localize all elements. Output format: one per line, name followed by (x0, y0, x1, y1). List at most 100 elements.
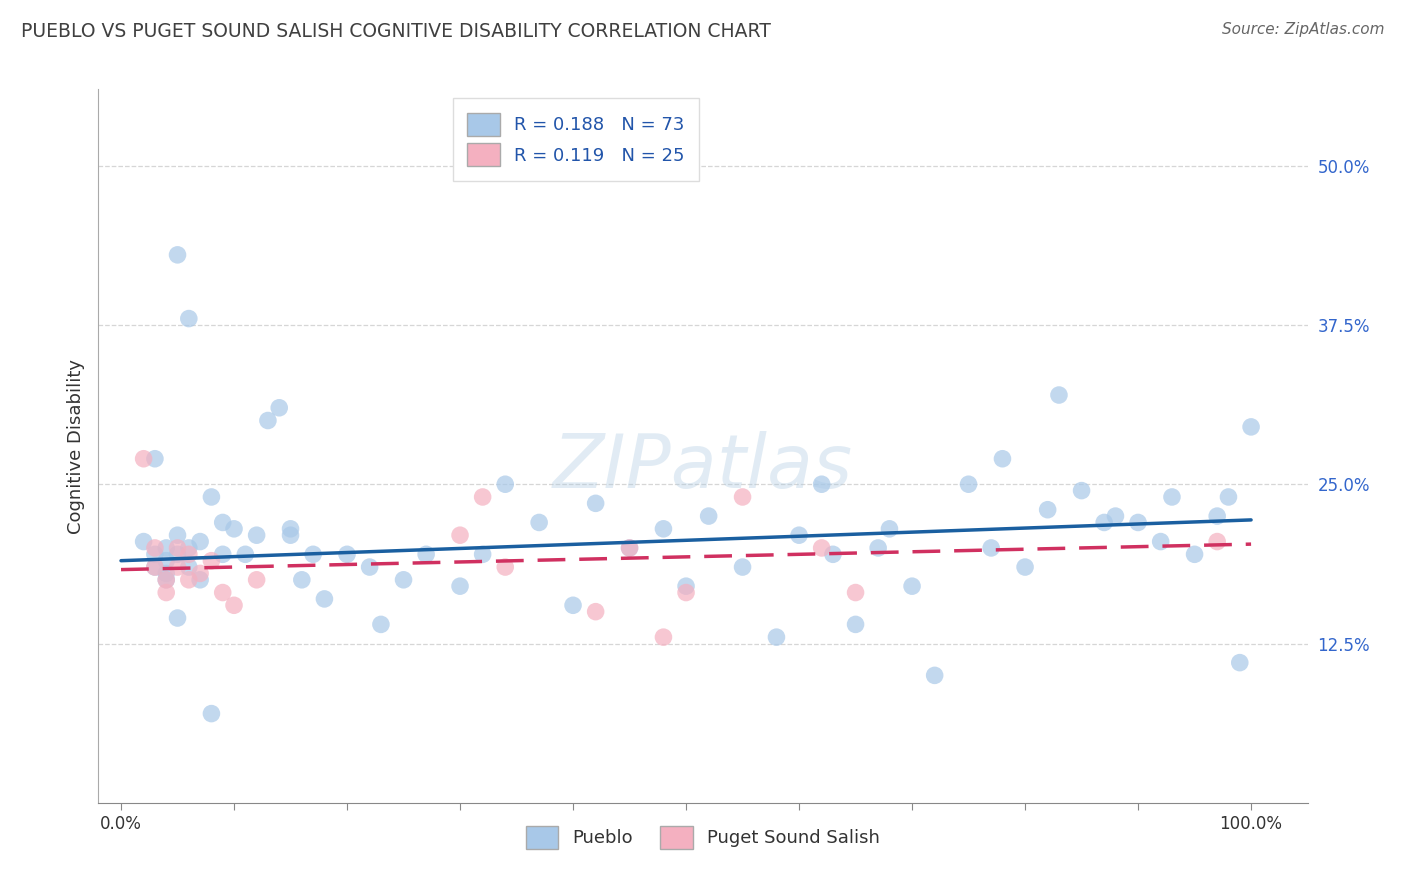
Point (585, 496, 607, 510)
Point (359, 560, 381, 574)
Point (494, 560, 516, 574)
Point (177, 560, 200, 574)
Point (845, 617, 868, 632)
Point (269, 401, 291, 415)
Point (787, 528, 810, 542)
Point (810, 541, 832, 555)
Point (143, 560, 166, 574)
Point (166, 560, 188, 574)
Point (166, 248, 188, 262)
Point (652, 630, 675, 644)
Point (233, 547, 256, 561)
Point (246, 573, 269, 587)
Point (1070, 483, 1092, 498)
Point (166, 541, 188, 555)
Point (957, 477, 980, 491)
Point (980, 541, 1002, 555)
Point (177, 547, 200, 561)
Point (1206, 509, 1229, 524)
Point (1104, 509, 1126, 524)
Point (924, 668, 946, 682)
Point (1150, 534, 1173, 549)
Point (257, 413, 280, 427)
Point (527, 516, 550, 530)
Point (280, 522, 302, 536)
Point (675, 585, 697, 599)
Point (879, 522, 901, 536)
Point (155, 585, 177, 599)
Point (845, 585, 868, 599)
Point (211, 585, 233, 599)
Point (200, 554, 222, 568)
Point (449, 528, 471, 542)
Text: PUEBLO VS PUGET SOUND SALISH COGNITIVE DISABILITY CORRELATION CHART: PUEBLO VS PUGET SOUND SALISH COGNITIVE D… (21, 22, 770, 41)
Point (177, 311, 200, 326)
Point (291, 573, 314, 587)
Point (336, 547, 359, 561)
Point (1161, 490, 1184, 504)
Point (1092, 516, 1115, 530)
Point (188, 566, 211, 581)
Point (200, 490, 222, 504)
Point (731, 560, 754, 574)
Point (415, 547, 437, 561)
Point (1206, 534, 1229, 549)
Text: Source: ZipAtlas.com: Source: ZipAtlas.com (1222, 22, 1385, 37)
Point (143, 547, 166, 561)
Point (697, 509, 720, 524)
Point (585, 605, 607, 619)
Point (1218, 490, 1240, 504)
Point (143, 560, 166, 574)
Point (1126, 516, 1149, 530)
Point (177, 541, 200, 555)
Point (1036, 502, 1059, 516)
Point (222, 522, 245, 536)
Legend: Pueblo, Puget Sound Salish: Pueblo, Puget Sound Salish (517, 817, 889, 858)
Point (132, 534, 155, 549)
Point (731, 490, 754, 504)
Point (155, 566, 177, 581)
Point (868, 541, 890, 555)
Point (619, 541, 641, 555)
Point (155, 541, 177, 555)
Point (188, 573, 211, 587)
Point (370, 617, 392, 632)
Point (177, 573, 200, 587)
Point (211, 516, 233, 530)
Point (200, 706, 222, 721)
Point (810, 477, 832, 491)
Point (449, 579, 471, 593)
Point (1184, 547, 1206, 561)
Point (155, 554, 177, 568)
Y-axis label: Cognitive Disability: Cognitive Disability (66, 359, 84, 533)
Point (211, 547, 233, 561)
Point (132, 451, 155, 466)
Point (143, 451, 166, 466)
Point (1229, 656, 1251, 670)
Point (675, 579, 697, 593)
Point (314, 591, 336, 606)
Point (302, 547, 325, 561)
Point (619, 541, 641, 555)
Point (143, 541, 166, 555)
Point (821, 547, 844, 561)
Point (222, 599, 245, 613)
Point (471, 490, 494, 504)
Text: ZIPatlas: ZIPatlas (553, 432, 853, 503)
Point (166, 611, 188, 625)
Point (155, 573, 177, 587)
Point (166, 528, 188, 542)
Point (652, 522, 675, 536)
Point (562, 599, 585, 613)
Point (166, 547, 188, 561)
Point (765, 630, 787, 644)
Point (471, 547, 494, 561)
Point (155, 573, 177, 587)
Point (392, 573, 415, 587)
Point (188, 534, 211, 549)
Point (901, 579, 924, 593)
Point (1047, 388, 1070, 402)
Point (494, 477, 516, 491)
Point (246, 528, 269, 542)
Point (991, 451, 1014, 466)
